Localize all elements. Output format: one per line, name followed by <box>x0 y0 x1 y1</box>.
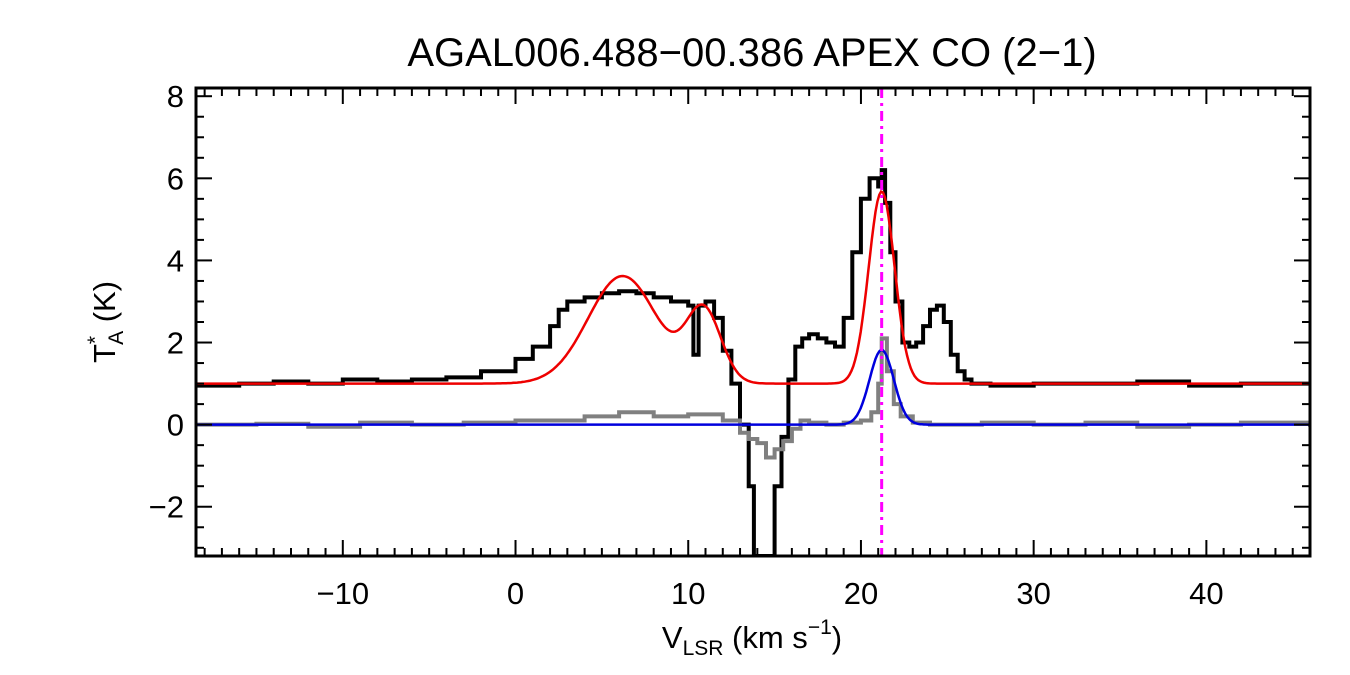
y-axis-title-main: T <box>87 344 122 363</box>
x-axis-title-subscript: LSR <box>683 637 724 660</box>
tracer-gaussian-fit-line <box>196 348 1310 426</box>
y-tick-label: 4 <box>167 243 184 278</box>
y-tick-label: 8 <box>167 79 184 114</box>
co-gaussian-fit-line <box>196 190 1310 385</box>
chart-title: AGAL006.488−00.386 APEX CO (2−1) <box>407 31 1096 75</box>
axis-ticks <box>196 88 1311 556</box>
plot-area <box>196 88 1310 556</box>
x-axis-title-main: V <box>662 620 683 655</box>
x-tick-label: −10 <box>317 576 370 611</box>
y-tick-label: 0 <box>167 408 184 443</box>
y-tick-label: 6 <box>167 161 184 196</box>
y-axis-title-subscript: A <box>105 331 128 345</box>
y-axis-title-unit: (K) <box>87 281 122 331</box>
x-tick-label: 40 <box>1189 576 1223 611</box>
tracer-spectrum-line <box>196 336 1310 460</box>
y-axis-title-superscript: * <box>84 336 107 344</box>
x-tick-label: 30 <box>1016 576 1050 611</box>
y-tick-label: 2 <box>167 326 184 361</box>
x-axis-title-superscript: −1 <box>808 616 832 639</box>
x-tick-label: 10 <box>671 576 705 611</box>
x-tick-labels: −10 0 10 20 30 40 <box>317 576 1224 611</box>
y-tick-label: −2 <box>149 490 184 525</box>
x-axis-title-unit: (km s <box>723 620 807 655</box>
y-tick-labels: −2 0 2 4 6 8 <box>149 79 184 525</box>
x-tick-label: 20 <box>844 576 878 611</box>
x-tick-label: 0 <box>507 576 524 611</box>
x-axis-title: VLSR (km s−1) <box>662 616 842 660</box>
y-axis-title: T*A (K) <box>84 281 128 363</box>
co-spectrum-line <box>196 168 1310 556</box>
x-axis-title-unit-close: ) <box>832 620 842 655</box>
